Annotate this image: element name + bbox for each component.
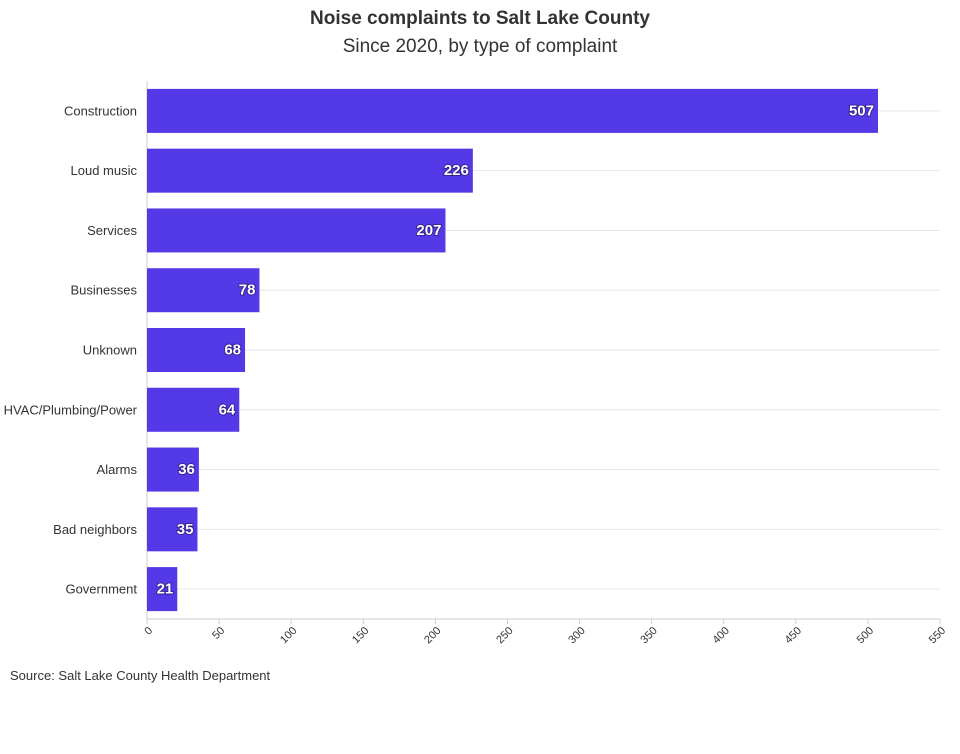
x-tick-label: 50 (210, 625, 227, 642)
bar (147, 268, 260, 313)
data-label: 21 (157, 581, 174, 598)
data-label: 64 (219, 401, 236, 418)
bar (147, 387, 240, 432)
x-tick-label: 500 (855, 625, 876, 646)
bar (147, 208, 446, 253)
category-label: Bad neighbors (53, 522, 137, 537)
x-tick-label: 450 (783, 625, 804, 646)
x-tick-label: 550 (927, 625, 948, 646)
x-tick-label: 100 (278, 625, 299, 646)
category-label: Government (65, 582, 137, 597)
data-label: 78 (239, 282, 256, 299)
bar (147, 507, 198, 552)
data-label: 207 (416, 222, 441, 239)
bar (147, 447, 199, 492)
bar (147, 148, 473, 193)
chart-title: Noise complaints to Salt Lake County (310, 8, 650, 29)
category-label: HVAC/Plumbing/Power (4, 402, 138, 417)
x-tick-label: 250 (494, 625, 515, 646)
category-label: Services (87, 223, 137, 238)
category-label: Alarms (97, 462, 138, 477)
data-label: 36 (178, 461, 195, 478)
source-note: Source: Salt Lake County Health Departme… (10, 668, 271, 683)
x-tick-label: 200 (422, 625, 443, 646)
x-tick-label: 350 (638, 625, 659, 646)
x-tick-label: 0 (142, 625, 155, 638)
x-tick-label: 150 (350, 625, 371, 646)
data-label: 226 (444, 162, 469, 179)
x-tick-label: 400 (711, 625, 732, 646)
category-label: Construction (64, 103, 137, 118)
data-label: 507 (849, 102, 874, 119)
bar (147, 328, 246, 372)
chart-subtitle: Since 2020, by type of complaint (342, 36, 618, 57)
bar (147, 88, 879, 133)
x-tick-label: 300 (566, 625, 587, 646)
data-label: 35 (177, 521, 194, 538)
category-label: Unknown (83, 343, 137, 358)
category-label: Businesses (71, 283, 138, 298)
data-label: 68 (224, 342, 241, 359)
category-label: Loud music (71, 163, 138, 178)
bar (147, 567, 178, 612)
